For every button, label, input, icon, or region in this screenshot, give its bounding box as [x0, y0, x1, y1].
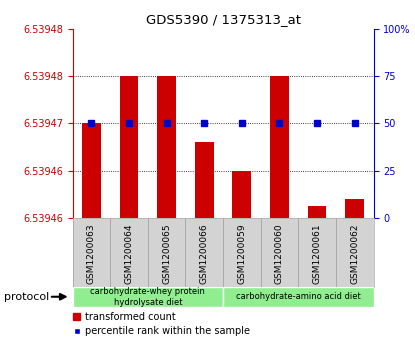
Text: GSM1200061: GSM1200061 [312, 223, 322, 284]
Legend: transformed count, percentile rank within the sample: transformed count, percentile rank withi… [73, 312, 250, 336]
Text: GSM1200059: GSM1200059 [237, 223, 247, 284]
Bar [157, 76, 176, 218]
Title: GDS5390 / 1375313_at: GDS5390 / 1375313_at [146, 13, 300, 26]
Bar [195, 142, 214, 218]
Text: GSM1200062: GSM1200062 [350, 223, 359, 284]
Bar [345, 199, 364, 218]
Bar [223, 287, 374, 307]
Bar [232, 171, 251, 218]
Bar [73, 287, 223, 307]
Text: GSM1200065: GSM1200065 [162, 223, 171, 284]
Bar [308, 206, 327, 218]
Text: protocol: protocol [4, 292, 49, 302]
Text: GSM1200060: GSM1200060 [275, 223, 284, 284]
Text: carbohydrate-amino acid diet: carbohydrate-amino acid diet [236, 292, 361, 301]
Bar [82, 123, 101, 218]
Bar [120, 76, 139, 218]
Text: GSM1200064: GSM1200064 [124, 223, 134, 284]
Bar [270, 76, 289, 218]
Text: carbohydrate-whey protein
hydrolysate diet: carbohydrate-whey protein hydrolysate di… [90, 287, 205, 307]
Text: GSM1200063: GSM1200063 [87, 223, 96, 284]
Text: GSM1200066: GSM1200066 [200, 223, 209, 284]
